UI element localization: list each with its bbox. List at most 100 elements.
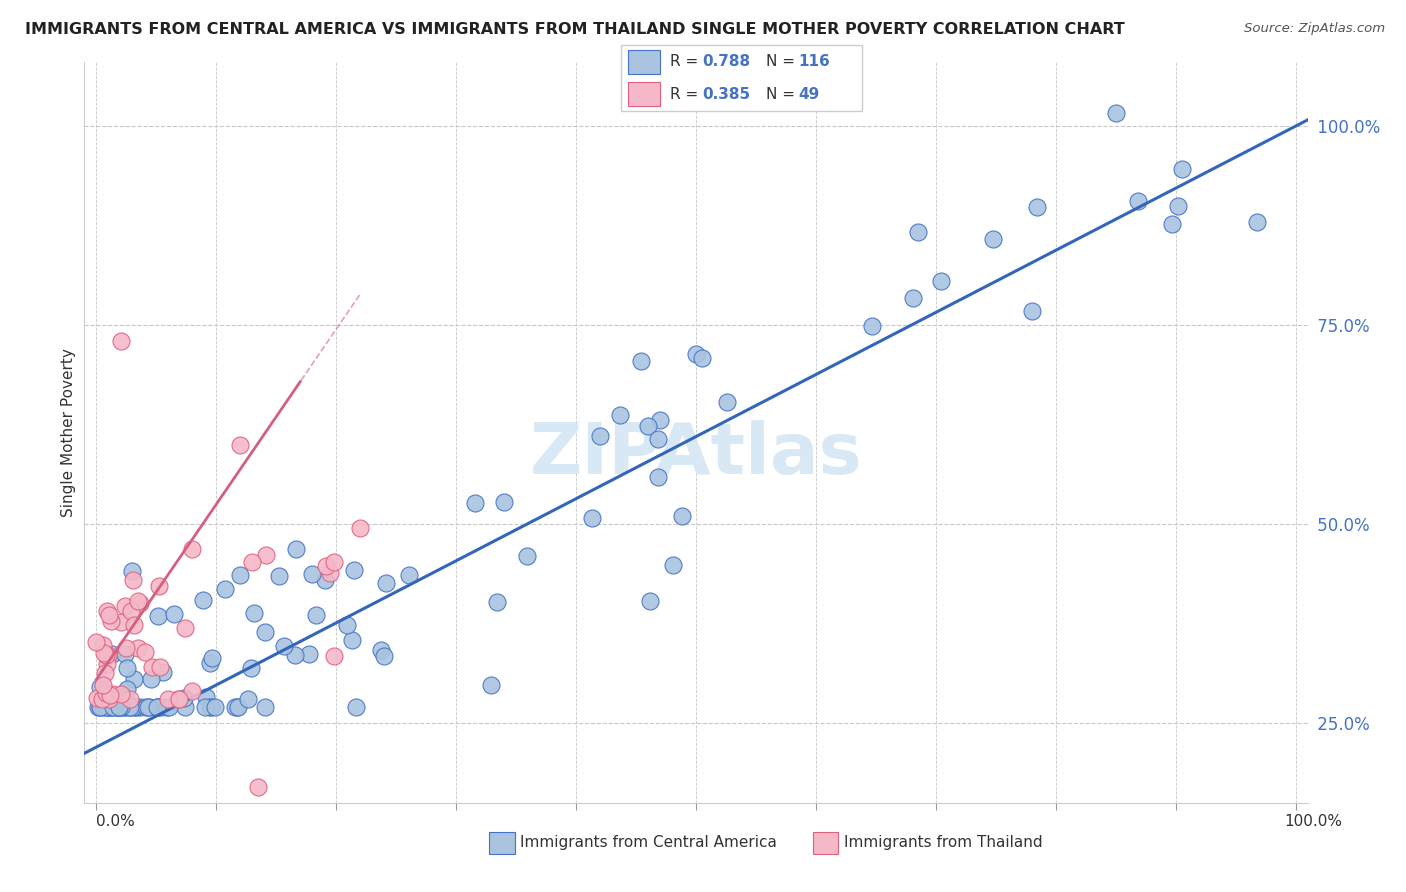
- Point: [97, 692, 120, 706]
- Point: [98, 688, 121, 702]
- Point: [148, 579, 170, 593]
- Point: [370, 643, 392, 657]
- Point: [124, 700, 146, 714]
- Point: [273, 639, 295, 653]
- Point: [201, 651, 224, 665]
- Point: [647, 470, 669, 484]
- Point: [236, 692, 259, 706]
- Point: [163, 607, 186, 622]
- Point: [181, 684, 204, 698]
- Point: [145, 700, 167, 714]
- Point: [305, 608, 328, 623]
- Text: 0.385: 0.385: [703, 87, 751, 102]
- Point: [96, 700, 118, 714]
- Point: [193, 593, 215, 607]
- Point: [214, 582, 236, 596]
- Point: [105, 700, 128, 714]
- Point: [516, 549, 538, 563]
- Point: [494, 495, 516, 509]
- Point: [315, 558, 337, 573]
- Point: [135, 700, 157, 714]
- Point: [1025, 200, 1047, 214]
- Point: [284, 542, 307, 557]
- Point: [253, 624, 276, 639]
- Text: 100.0%: 100.0%: [1285, 814, 1343, 830]
- Point: [647, 432, 669, 446]
- Y-axis label: Single Mother Poverty: Single Mother Poverty: [60, 348, 76, 517]
- Point: [139, 672, 162, 686]
- Point: [122, 574, 145, 588]
- Text: Immigrants from Thailand: Immigrants from Thailand: [844, 836, 1042, 850]
- Point: [609, 408, 631, 422]
- Point: [110, 700, 132, 714]
- Point: [1021, 304, 1043, 318]
- Point: [301, 566, 323, 581]
- Point: [150, 700, 173, 714]
- Point: [103, 700, 125, 714]
- Point: [981, 232, 1004, 246]
- Point: [141, 660, 163, 674]
- Point: [638, 593, 661, 607]
- Point: [91, 700, 114, 714]
- Point: [174, 700, 197, 714]
- Point: [114, 693, 136, 707]
- Point: [120, 604, 142, 618]
- Point: [167, 692, 190, 706]
- Point: [229, 568, 252, 582]
- Point: [323, 648, 346, 663]
- Point: [108, 700, 131, 714]
- Point: [181, 541, 204, 556]
- Point: [336, 617, 359, 632]
- Point: [630, 354, 652, 368]
- Text: R =: R =: [671, 87, 703, 102]
- Point: [103, 687, 125, 701]
- Point: [155, 700, 177, 714]
- Point: [97, 700, 120, 714]
- Point: [86, 635, 108, 649]
- Point: [86, 691, 108, 706]
- Point: [344, 700, 367, 714]
- Point: [1161, 217, 1184, 231]
- Point: [97, 607, 120, 622]
- Point: [907, 225, 929, 239]
- Point: [931, 274, 953, 288]
- Point: [247, 780, 270, 794]
- Text: R =: R =: [671, 54, 703, 70]
- Point: [127, 594, 149, 608]
- FancyBboxPatch shape: [621, 45, 862, 111]
- Point: [240, 555, 263, 569]
- Point: [136, 700, 159, 714]
- Point: [146, 700, 169, 714]
- Point: [1105, 106, 1128, 120]
- Point: [243, 606, 266, 620]
- Point: [124, 672, 146, 686]
- Point: [589, 429, 612, 443]
- Text: 49: 49: [799, 87, 820, 102]
- Point: [269, 568, 291, 582]
- Point: [115, 640, 138, 655]
- Point: [173, 622, 195, 636]
- Point: [129, 700, 152, 714]
- Point: [486, 595, 509, 609]
- Point: [239, 661, 262, 675]
- Point: [110, 615, 132, 630]
- Point: [86, 700, 108, 714]
- Text: ZIPAtlas: ZIPAtlas: [530, 420, 862, 490]
- Point: [581, 511, 603, 525]
- Point: [96, 657, 118, 672]
- Point: [146, 609, 169, 624]
- Point: [479, 678, 502, 692]
- Point: [117, 661, 139, 675]
- Point: [94, 686, 117, 700]
- Point: [343, 563, 366, 577]
- Point: [89, 680, 111, 694]
- Point: [100, 700, 122, 714]
- Point: [138, 700, 160, 714]
- Point: [149, 660, 172, 674]
- Point: [298, 647, 321, 661]
- Point: [118, 700, 141, 714]
- Point: [114, 647, 136, 661]
- Point: [1126, 194, 1149, 208]
- Point: [253, 700, 276, 714]
- Point: [319, 566, 342, 580]
